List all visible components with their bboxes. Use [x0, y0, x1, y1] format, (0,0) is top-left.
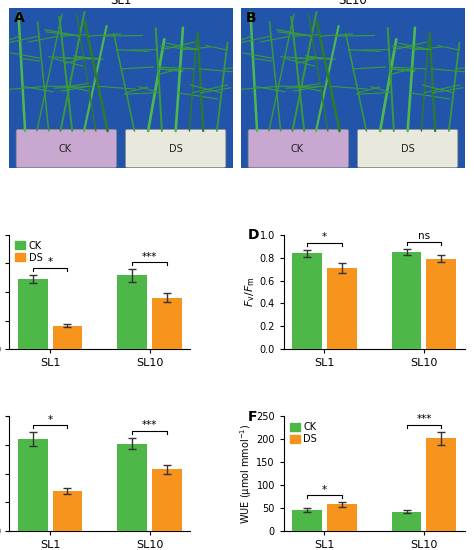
Bar	[327, 504, 357, 531]
Text: *: *	[47, 257, 53, 267]
Text: F: F	[248, 410, 257, 424]
Bar	[152, 469, 182, 531]
Text: B: B	[246, 12, 256, 25]
Bar	[292, 510, 322, 531]
Text: ***: ***	[416, 414, 432, 424]
Text: *: *	[47, 415, 53, 425]
Legend: CK, DS: CK, DS	[14, 240, 44, 263]
Y-axis label: $F_{\rm v}/F_{\rm m}$: $F_{\rm v}/F_{\rm m}$	[243, 277, 257, 307]
Title: SL10: SL10	[338, 0, 367, 7]
Text: CK: CK	[291, 144, 304, 153]
FancyBboxPatch shape	[16, 129, 117, 168]
Bar	[427, 259, 456, 349]
Bar	[327, 268, 357, 349]
Bar	[117, 276, 147, 349]
Text: ***: ***	[142, 420, 157, 431]
Y-axis label: WUE (μmol mmol$^{-1}$): WUE (μmol mmol$^{-1}$)	[238, 424, 254, 524]
Bar	[152, 298, 182, 349]
Bar	[392, 252, 421, 349]
Bar	[427, 438, 456, 531]
Bar	[18, 439, 47, 531]
Text: D: D	[248, 228, 259, 242]
Bar	[53, 491, 82, 531]
Legend: CK, DS: CK, DS	[289, 421, 318, 445]
Bar	[18, 279, 47, 349]
Text: ns: ns	[418, 231, 430, 241]
Text: DS: DS	[401, 144, 415, 153]
FancyBboxPatch shape	[357, 129, 458, 168]
Title: SL1: SL1	[110, 0, 132, 7]
Text: *: *	[322, 485, 327, 494]
Text: ***: ***	[142, 252, 157, 262]
FancyBboxPatch shape	[248, 129, 348, 168]
Bar	[392, 512, 421, 531]
Bar	[53, 326, 82, 349]
Text: DS: DS	[169, 144, 182, 153]
Bar	[292, 253, 322, 349]
Text: CK: CK	[59, 144, 72, 153]
Text: A: A	[14, 12, 25, 25]
Text: *: *	[322, 232, 327, 243]
FancyBboxPatch shape	[126, 129, 226, 168]
Bar	[117, 444, 147, 531]
